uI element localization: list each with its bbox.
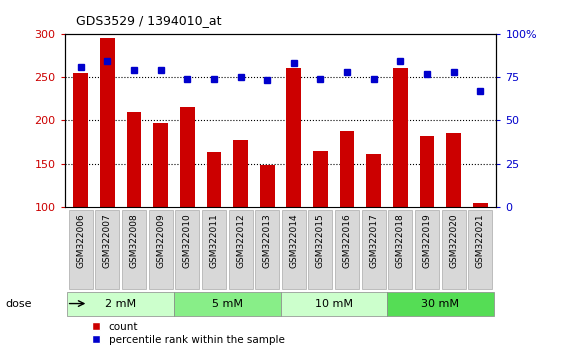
FancyBboxPatch shape (415, 211, 439, 289)
Text: GSM322007: GSM322007 (103, 213, 112, 268)
Text: dose: dose (6, 298, 32, 309)
Bar (447, 133, 461, 207)
Bar (233, 140, 248, 207)
Bar (67, 292, 174, 315)
FancyBboxPatch shape (228, 211, 252, 289)
Bar (420, 136, 434, 207)
Legend: count, percentile rank within the sample: count, percentile rank within the sample (92, 322, 284, 345)
Text: GSM322011: GSM322011 (209, 213, 218, 268)
Text: GSM322010: GSM322010 (183, 213, 192, 268)
Bar (387, 292, 494, 315)
Bar (340, 131, 355, 207)
Text: GSM322012: GSM322012 (236, 213, 245, 268)
Bar (127, 112, 141, 207)
Text: 10 mM: 10 mM (315, 298, 353, 309)
Text: GSM322019: GSM322019 (422, 213, 431, 268)
Bar (180, 107, 195, 207)
Bar (313, 151, 328, 207)
FancyBboxPatch shape (389, 211, 412, 289)
FancyBboxPatch shape (309, 211, 333, 289)
FancyBboxPatch shape (149, 211, 173, 289)
Text: GSM322021: GSM322021 (476, 213, 485, 268)
Bar (393, 68, 408, 207)
Text: GSM322014: GSM322014 (289, 213, 298, 268)
FancyBboxPatch shape (362, 211, 386, 289)
Bar (260, 165, 274, 207)
Text: GSM322008: GSM322008 (130, 213, 139, 268)
Bar (366, 154, 381, 207)
Text: 30 mM: 30 mM (421, 298, 459, 309)
FancyBboxPatch shape (335, 211, 359, 289)
FancyBboxPatch shape (202, 211, 226, 289)
FancyBboxPatch shape (282, 211, 306, 289)
Text: GSM322017: GSM322017 (369, 213, 378, 268)
Text: GSM322013: GSM322013 (263, 213, 272, 268)
Bar (174, 292, 280, 315)
Bar (206, 153, 221, 207)
Bar (287, 68, 301, 207)
Bar (153, 123, 168, 207)
Text: GSM322006: GSM322006 (76, 213, 85, 268)
Bar (473, 203, 488, 207)
Text: GDS3529 / 1394010_at: GDS3529 / 1394010_at (76, 14, 221, 27)
FancyBboxPatch shape (95, 211, 119, 289)
FancyBboxPatch shape (468, 211, 493, 289)
FancyBboxPatch shape (122, 211, 146, 289)
Text: GSM322009: GSM322009 (156, 213, 165, 268)
Text: GSM322016: GSM322016 (343, 213, 352, 268)
FancyBboxPatch shape (442, 211, 466, 289)
Text: 2 mM: 2 mM (105, 298, 136, 309)
Bar (100, 38, 114, 207)
Text: GSM322020: GSM322020 (449, 213, 458, 268)
Text: GSM322015: GSM322015 (316, 213, 325, 268)
FancyBboxPatch shape (68, 211, 93, 289)
Text: 5 mM: 5 mM (211, 298, 243, 309)
FancyBboxPatch shape (175, 211, 199, 289)
FancyBboxPatch shape (255, 211, 279, 289)
Bar (73, 73, 88, 207)
Bar (280, 292, 387, 315)
Text: GSM322018: GSM322018 (396, 213, 405, 268)
